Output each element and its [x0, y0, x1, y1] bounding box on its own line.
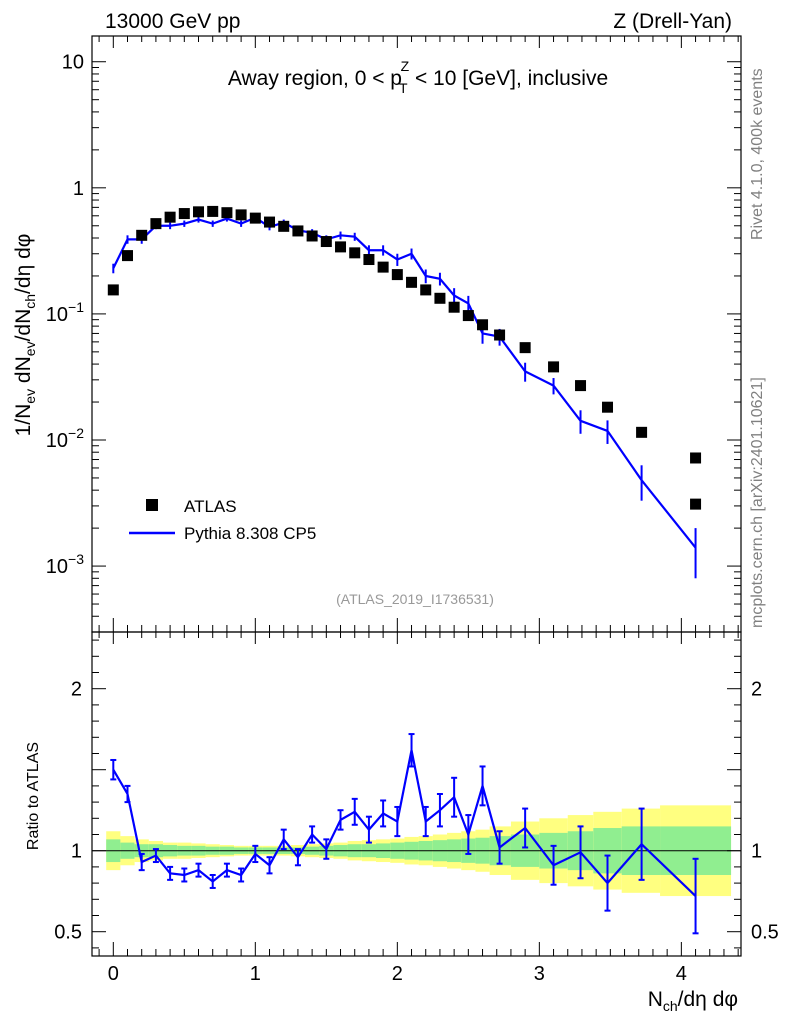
atlas-data-point — [462, 310, 474, 322]
ratio-mc-line — [112, 750, 697, 897]
ytick-exponent: −3 — [68, 551, 84, 567]
atlas-data-point — [494, 329, 506, 341]
xtick-label: 4 — [676, 963, 687, 985]
atlas-data-point — [548, 361, 560, 373]
atlas-data-point — [150, 218, 162, 230]
xtick-label: 0 — [108, 963, 119, 985]
legend: ATLAS Pythia 8.308 CP5 — [129, 497, 316, 543]
atlas-data-point — [391, 269, 403, 281]
ylabel-c-sub: ch — [22, 294, 38, 309]
atlas-data-point — [193, 206, 205, 218]
ytick-exponent: −2 — [68, 425, 84, 441]
atlas-data-point — [448, 301, 460, 313]
main-ytick-label: 10−3 — [46, 551, 84, 578]
main-panel — [107, 205, 702, 579]
header-left: 13000 GeV pp — [105, 10, 240, 33]
atlas-data-point — [690, 498, 702, 510]
ytick-base: 10 — [46, 556, 68, 578]
xlabel-main: N — [648, 988, 663, 1011]
atlas-data-point — [335, 241, 347, 253]
ratio-ytick-label-right: 2 — [751, 679, 762, 701]
atlas-data-point — [136, 229, 148, 241]
ratio-frame — [91, 631, 742, 957]
atlas-data-point — [320, 236, 332, 248]
atlas-data-point — [306, 230, 318, 242]
ratio-ytick-label-right: 1 — [751, 841, 762, 863]
y-axis-label-main: 1/Nev dNev/dNch/dη dφ — [12, 234, 38, 437]
reference-label: (ATLAS_2019_I1736531) — [336, 591, 494, 607]
legend-marker-atlas — [146, 499, 158, 511]
atlas-data-point — [434, 292, 446, 304]
atlas-data-point — [575, 380, 587, 392]
atlas-data-point — [349, 247, 361, 259]
ratio-ytick-label-right: 0.5 — [751, 922, 779, 944]
main-mc-line — [112, 216, 697, 549]
xlabel-sub: ch — [663, 998, 678, 1014]
main-ytick-label: 10−2 — [46, 425, 84, 452]
atlas-data-point — [406, 276, 418, 288]
title-sub: T — [399, 80, 408, 96]
ratio-ytick-label-left: 2 — [71, 679, 82, 701]
ylabel-a: 1/N — [12, 404, 35, 437]
main-ytick-label: 10 — [62, 52, 84, 74]
plot-title: Away region, 0 < pTZ < 10 [GeV], inclusi… — [228, 58, 608, 96]
xtick-label: 1 — [250, 963, 261, 985]
header-right: Z (Drell-Yan) — [613, 10, 732, 33]
ratio-panel — [92, 733, 741, 935]
legend-label-atlas: ATLAS — [184, 497, 237, 516]
atlas-data-point — [377, 261, 389, 273]
y-axis-label-ratio: Ratio to ATLAS — [25, 742, 42, 850]
atlas-data-point — [235, 209, 247, 221]
atlas-data-point — [690, 452, 702, 464]
title-post: < 10 [GeV], inclusive — [409, 67, 608, 90]
rivet-label: Rivet 4.1.0, 400k events — [749, 68, 766, 240]
atlas-data-point — [122, 250, 134, 262]
atlas-data-point — [420, 284, 432, 296]
atlas-data-point — [207, 205, 219, 217]
ytick-base: 10 — [46, 304, 68, 326]
atlas-data-point — [249, 212, 261, 224]
ylabel-b-sub: ev — [22, 341, 38, 356]
atlas-data-point — [221, 207, 233, 219]
ylabel-c: /dN — [12, 309, 35, 342]
ytick-base: 10 — [46, 430, 68, 452]
ylabel-a-sub: ev — [22, 389, 38, 404]
ratio-ytick-label-left: 0.5 — [54, 922, 82, 944]
ylabel-d: /dη dφ — [12, 234, 35, 294]
xtick-label: 2 — [392, 963, 403, 985]
atlas-data-point — [602, 401, 614, 413]
ylabel-b: dN — [12, 356, 35, 389]
atlas-data-point — [164, 211, 176, 223]
title-sup: Z — [401, 58, 410, 74]
atlas-data-point — [636, 426, 648, 438]
x-axis-label: Nch/dη dφ — [648, 988, 738, 1014]
ratio-ytick-label-left: 1 — [71, 841, 82, 863]
atlas-data-point — [363, 254, 375, 266]
atlas-data-point — [264, 216, 276, 228]
title-pre: Away region, 0 < p — [228, 67, 402, 90]
ytick-exponent: −1 — [68, 299, 84, 315]
atlas-data-point — [278, 220, 290, 232]
atlas-data-point — [107, 284, 119, 296]
xlabel-post: /dη dφ — [678, 988, 738, 1011]
main-ytick-label: 1 — [73, 178, 84, 200]
legend-label-pythia: Pythia 8.308 CP5 — [184, 524, 316, 543]
atlas-data-point — [178, 208, 190, 220]
atlas-data-point — [519, 342, 531, 354]
main-ytick-label: 10−1 — [46, 299, 84, 326]
atlas-data-point — [477, 319, 489, 331]
mcplots-label: mcplots.cern.ch [arXiv:2401.10621] — [749, 377, 766, 628]
atlas-data-point — [292, 225, 304, 237]
xtick-label: 3 — [534, 963, 545, 985]
